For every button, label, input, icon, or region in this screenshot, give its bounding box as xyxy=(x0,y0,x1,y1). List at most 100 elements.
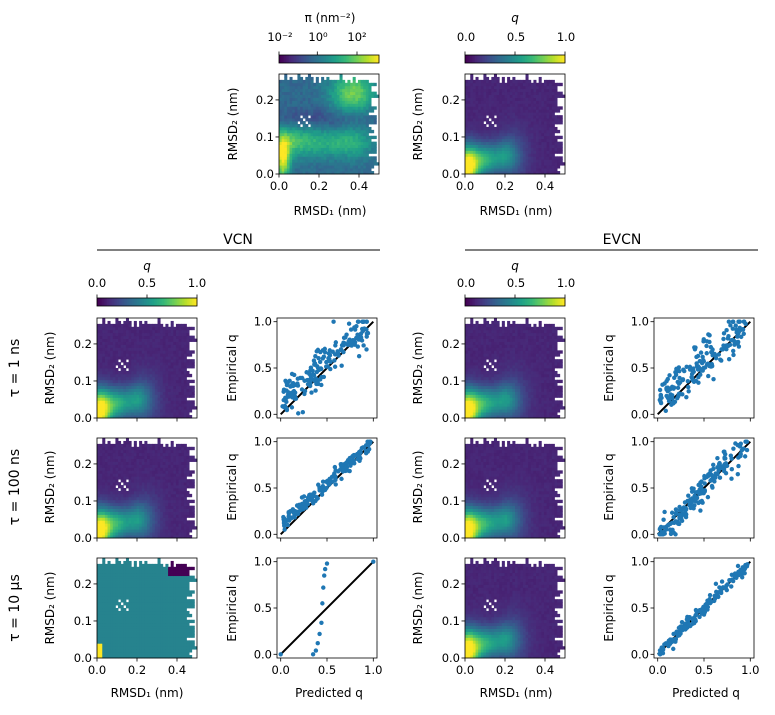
heatmap-cell xyxy=(107,526,111,530)
heatmap-cell xyxy=(525,109,529,113)
colorbar-segment xyxy=(285,55,288,63)
heatmap-cell xyxy=(507,135,511,140)
heatmap-cell xyxy=(360,165,364,169)
heatmap-cell xyxy=(144,646,148,650)
heatmap-cell xyxy=(160,329,164,334)
heatmap-cell xyxy=(480,124,484,128)
heatmap-cell xyxy=(110,443,114,448)
heatmap-cell xyxy=(162,523,166,527)
heatmap-cell xyxy=(472,171,476,175)
heatmap-cell xyxy=(107,511,111,515)
heatmap-cell xyxy=(136,482,140,486)
heatmap-cell xyxy=(112,455,116,459)
heatmap-cell xyxy=(102,529,106,533)
heatmap-cell xyxy=(157,446,161,451)
heatmap-cell xyxy=(339,141,343,145)
heatmap-cell xyxy=(478,121,482,125)
heatmap-cell xyxy=(178,344,182,348)
heatmap-cell xyxy=(509,124,513,128)
heatmap-cell xyxy=(294,115,298,119)
heatmap-cell xyxy=(318,132,322,137)
heatmap-cell xyxy=(110,323,114,328)
heatmap-cell xyxy=(371,156,375,160)
heatmap-cell xyxy=(125,473,129,477)
heatmap-cell xyxy=(173,403,177,407)
heatmap-cell xyxy=(551,147,555,151)
heatmap-cell xyxy=(178,415,182,419)
heatmap-cell xyxy=(496,121,500,125)
heatmap-cell xyxy=(483,162,487,166)
heatmap-cell xyxy=(347,153,351,157)
heatmap-cell xyxy=(102,394,106,398)
heatmap-cell xyxy=(160,511,164,515)
heatmap-cell xyxy=(147,479,151,483)
heatmap-cell xyxy=(355,159,359,163)
heatmap-cell xyxy=(165,473,169,477)
heatmap-cell xyxy=(297,109,301,113)
heatmap-cell xyxy=(149,365,153,369)
colorbar-segment xyxy=(178,298,181,306)
heatmap-cell xyxy=(104,338,108,342)
heatmap-cell xyxy=(488,150,492,154)
heatmap-cell xyxy=(141,379,145,384)
heatmap-cell xyxy=(133,520,137,524)
heatmap-cell xyxy=(533,100,537,104)
heatmap-cell xyxy=(139,529,143,533)
heatmap-cell xyxy=(131,467,135,471)
heatmap-cell xyxy=(318,82,322,87)
heatmap-cell xyxy=(120,403,124,407)
heatmap-cell xyxy=(559,82,563,87)
colorbar-segment xyxy=(488,298,491,306)
heatmap-cell xyxy=(355,115,359,119)
heatmap-cell xyxy=(107,379,111,384)
heatmap-cell xyxy=(310,129,314,134)
heatmap-cell xyxy=(123,335,127,339)
heatmap-cell xyxy=(559,91,563,95)
heatmap-cell xyxy=(520,147,524,151)
heatmap-cell xyxy=(350,126,354,131)
heatmap-cell xyxy=(533,126,537,131)
heatmap-cell xyxy=(543,88,547,93)
heatmap-cell xyxy=(97,359,101,363)
heatmap-cell xyxy=(141,458,145,462)
heatmap-cell xyxy=(181,344,185,348)
heatmap-cell xyxy=(133,476,137,480)
heatmap-cell xyxy=(368,106,372,110)
heatmap-cell xyxy=(136,379,140,384)
heatmap-cell xyxy=(168,365,172,369)
heatmap-cell xyxy=(131,461,135,465)
heatmap-cell xyxy=(104,646,108,650)
heatmap-cell xyxy=(178,467,182,471)
heatmap-cell xyxy=(488,147,492,151)
heatmap-cell xyxy=(493,109,497,113)
heatmap-cell xyxy=(486,82,490,87)
heatmap-cell xyxy=(533,159,537,163)
heatmap-cell xyxy=(363,171,367,175)
heatmap-cell xyxy=(112,485,116,489)
heatmap-cell xyxy=(165,464,169,468)
heatmap-cell xyxy=(286,91,290,95)
heatmap-cell xyxy=(480,112,484,116)
heatmap-cell xyxy=(281,156,285,160)
heatmap-cell xyxy=(97,485,101,489)
heatmap-cell xyxy=(525,132,529,137)
heatmap-cell xyxy=(284,171,288,175)
heatmap-cell xyxy=(115,379,119,384)
heatmap-cell xyxy=(551,97,555,101)
heatmap-cell xyxy=(99,335,103,339)
heatmap-cell xyxy=(104,473,108,477)
heatmap-cell xyxy=(178,523,182,527)
heatmap-cell xyxy=(509,168,513,172)
heatmap-cell xyxy=(528,118,532,122)
heatmap-cell xyxy=(154,373,158,378)
heatmap-cell xyxy=(125,482,129,486)
heatmap-cell xyxy=(530,132,534,137)
heatmap-cell xyxy=(102,356,106,360)
heatmap-cell xyxy=(486,141,490,145)
heatmap-cell xyxy=(128,458,132,462)
heatmap-cell xyxy=(110,473,114,477)
heatmap-cell xyxy=(368,141,372,145)
heatmap-cell xyxy=(305,150,309,154)
heatmap-cell xyxy=(175,341,179,345)
heatmap-cell xyxy=(344,109,348,113)
